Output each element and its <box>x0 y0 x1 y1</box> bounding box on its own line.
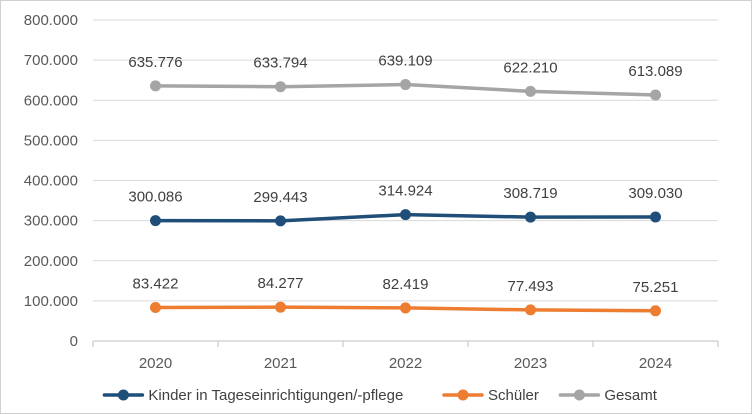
data-label: 75.251 <box>633 279 679 296</box>
data-label: 300.086 <box>128 189 182 206</box>
data-point <box>525 211 536 223</box>
y-tick-label: 500.000 <box>24 132 78 149</box>
x-tick-label: 2023 <box>514 355 547 372</box>
data-point <box>275 215 286 227</box>
data-label: 613.089 <box>628 63 682 80</box>
legend-entry-label: Schüler <box>488 387 539 404</box>
data-point <box>275 81 286 93</box>
data-point <box>525 85 536 97</box>
legend: Kinder in Tageseinrichtigungen/-pflege Sc… <box>102 387 658 404</box>
data-point <box>400 302 411 314</box>
data-label: 299.443 <box>253 189 307 206</box>
x-tick-label: 2020 <box>139 355 172 372</box>
data-label: 309.030 <box>628 185 682 202</box>
data-point <box>525 304 536 316</box>
y-tick-label: 400.000 <box>24 173 78 190</box>
axes: 0 100.000 200.000 300.000 400.000 500.000 600.… <box>24 12 719 372</box>
data-label: 314.924 <box>378 183 432 200</box>
data-point <box>400 209 411 221</box>
x-tick-label: 2021 <box>264 355 297 372</box>
data-point <box>650 211 661 223</box>
x-tick-label: 2022 <box>389 355 422 372</box>
data-point <box>150 302 161 314</box>
gridlines <box>93 19 718 302</box>
legend-entry-label: Gesamt <box>604 387 657 404</box>
y-tick-label: 700.000 <box>24 52 78 69</box>
data-label: 308.719 <box>503 185 557 202</box>
data-label: 83.422 <box>133 276 179 293</box>
y-tick-label: 300.000 <box>24 213 78 230</box>
data-label: 633.794 <box>253 55 307 72</box>
x-tick-label: 2024 <box>639 355 672 372</box>
data-label: 82.419 <box>383 276 429 293</box>
data-label: 622.210 <box>503 59 557 76</box>
data-point <box>650 89 661 101</box>
y-tick-label: 100.000 <box>24 293 78 310</box>
data-label: 84.277 <box>258 275 304 292</box>
y-tick-label: 800.000 <box>24 12 78 29</box>
legend-swatch-marker <box>573 389 585 401</box>
data-labels: 300.086 299.443 314.924 308.719 309.030 83.42… <box>128 53 682 296</box>
series-lines <box>150 79 661 317</box>
data-label: 639.109 <box>378 53 432 70</box>
y-tick-label: 200.000 <box>24 253 78 270</box>
legend-swatch-marker <box>457 389 469 401</box>
data-point <box>150 215 161 227</box>
y-tick-label: 600.000 <box>24 92 78 109</box>
data-label: 77.493 <box>508 278 554 295</box>
data-point <box>650 305 661 317</box>
legend-swatch-marker <box>117 389 129 401</box>
data-point <box>150 80 161 92</box>
data-point <box>400 79 411 91</box>
legend-entry-label: Kinder in Tageseinrichtigungen/-pflege <box>148 387 403 404</box>
data-point <box>275 301 286 313</box>
data-label: 635.776 <box>128 54 182 71</box>
y-tick-label: 0 <box>70 333 78 350</box>
